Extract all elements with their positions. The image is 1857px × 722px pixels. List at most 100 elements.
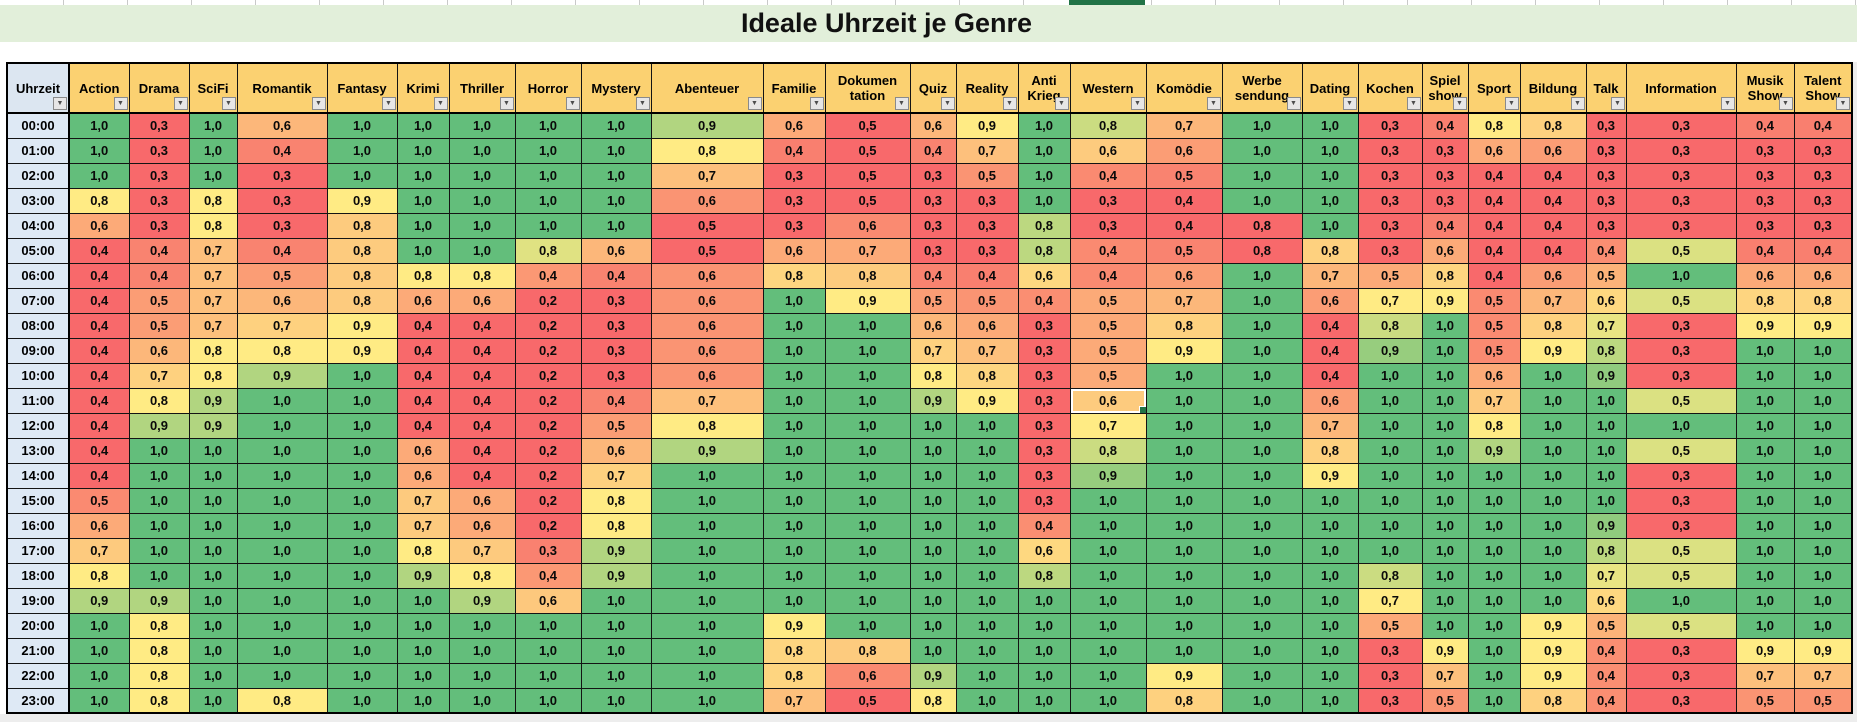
heatmap-cell[interactable]: 0,6	[650, 287, 764, 314]
heatmap-cell[interactable]: 0,4	[1585, 637, 1627, 664]
column-header-information[interactable]: Information ▼	[1625, 62, 1737, 114]
heatmap-cell[interactable]: 0,3	[1017, 437, 1071, 464]
heatmap-cell[interactable]: 1,0	[1421, 387, 1469, 414]
heatmap-cell[interactable]: 1,0	[909, 612, 957, 639]
heatmap-cell[interactable]: 0,6	[1467, 362, 1521, 389]
heatmap-cell[interactable]: 1,0	[1421, 412, 1469, 439]
heatmap-cell[interactable]: 0,6	[236, 112, 328, 139]
heatmap-cell[interactable]: 1,0	[1793, 462, 1853, 489]
column-header-mystery[interactable]: Mystery ▼	[580, 62, 652, 114]
heatmap-cell[interactable]: 0,4	[1017, 512, 1071, 539]
heatmap-cell[interactable]: 1,0	[326, 587, 398, 614]
filter-button[interactable]: ▼	[173, 97, 188, 110]
heatmap-cell[interactable]: 0,5	[909, 287, 957, 314]
heatmap-cell[interactable]: 1,0	[396, 137, 450, 164]
heatmap-cell[interactable]: 0,2	[514, 412, 582, 439]
heatmap-cell[interactable]: 1,0	[1221, 162, 1303, 189]
heatmap-cell[interactable]: 0,3	[762, 162, 826, 189]
filter-button[interactable]: ▼	[1452, 97, 1467, 110]
heatmap-cell[interactable]: 1,0	[1519, 387, 1587, 414]
heatmap-cell[interactable]: 0,9	[909, 662, 957, 689]
filter-button[interactable]: ▼	[1206, 97, 1221, 110]
heatmap-cell[interactable]: 1,0	[1069, 537, 1147, 564]
heatmap-cell[interactable]: 1,0	[128, 512, 190, 539]
heatmap-cell[interactable]: 1,0	[188, 562, 238, 589]
heatmap-cell[interactable]: 0,5	[1069, 362, 1147, 389]
heatmap-cell[interactable]: 1,0	[824, 587, 911, 614]
heatmap-cell[interactable]: 0,4	[580, 262, 652, 289]
heatmap-cell[interactable]: 1,0	[1145, 437, 1223, 464]
heatmap-cell[interactable]: 1,0	[326, 137, 398, 164]
column-header-talk[interactable]: Talk ▼	[1585, 62, 1627, 114]
heatmap-cell[interactable]: 1,0	[514, 662, 582, 689]
row-time-cell[interactable]: 00:00	[6, 112, 70, 139]
heatmap-cell[interactable]: 1,0	[1301, 637, 1359, 664]
heatmap-cell[interactable]: 1,0	[1735, 587, 1795, 614]
row-time-cell[interactable]: 09:00	[6, 337, 70, 364]
heatmap-cell[interactable]: 1,0	[824, 412, 911, 439]
heatmap-cell[interactable]: 0,9	[448, 587, 516, 614]
heatmap-cell[interactable]: 0,6	[909, 112, 957, 139]
heatmap-cell[interactable]: 1,0	[955, 512, 1019, 539]
filter-button[interactable]: ▼	[565, 97, 580, 110]
heatmap-cell[interactable]: 0,3	[1357, 237, 1423, 264]
heatmap-cell[interactable]: 1,0	[1467, 662, 1521, 689]
heatmap-cell[interactable]: 1,0	[824, 437, 911, 464]
heatmap-cell[interactable]: 0,6	[396, 462, 450, 489]
heatmap-cell[interactable]: 1,0	[1735, 512, 1795, 539]
filter-button[interactable]: ▼	[1286, 97, 1301, 110]
column-header-familie[interactable]: Familie ▼	[762, 62, 826, 114]
heatmap-cell[interactable]: 0,4	[68, 237, 130, 264]
heatmap-cell[interactable]: 0,4	[1421, 212, 1469, 239]
row-time-cell[interactable]: 18:00	[6, 562, 70, 589]
heatmap-cell[interactable]: 1,0	[1301, 537, 1359, 564]
heatmap-cell[interactable]: 1,0	[1357, 362, 1423, 389]
heatmap-cell[interactable]: 1,0	[514, 212, 582, 239]
row-time-cell[interactable]: 05:00	[6, 237, 70, 264]
heatmap-cell[interactable]: 1,0	[236, 537, 328, 564]
heatmap-cell[interactable]: 0,3	[1357, 112, 1423, 139]
column-header-drama[interactable]: Drama ▼	[128, 62, 190, 114]
filter-button[interactable]: ▼	[1504, 97, 1519, 110]
heatmap-cell[interactable]: 1,0	[326, 562, 398, 589]
heatmap-cell[interactable]: 0,8	[236, 687, 328, 714]
heatmap-cell[interactable]: 0,4	[1467, 212, 1521, 239]
column-header-dating[interactable]: Dating ▼	[1301, 62, 1359, 114]
heatmap-cell[interactable]: 0,7	[650, 387, 764, 414]
heatmap-cell[interactable]: 0,8	[1357, 312, 1423, 339]
heatmap-cell[interactable]: 0,3	[1585, 187, 1627, 214]
heatmap-cell[interactable]: 1,0	[1145, 412, 1223, 439]
heatmap-cell[interactable]: 1,0	[824, 362, 911, 389]
heatmap-cell[interactable]: 1,0	[326, 662, 398, 689]
heatmap-cell[interactable]: 0,6	[1301, 287, 1359, 314]
filter-button[interactable]: ▼	[894, 97, 909, 110]
heatmap-cell[interactable]: 1,0	[68, 662, 130, 689]
column-header-talent-show[interactable]: Talent Show ▼	[1793, 62, 1853, 114]
heatmap-cell[interactable]: 0,5	[1585, 612, 1627, 639]
heatmap-cell[interactable]: 0,9	[1519, 337, 1587, 364]
heatmap-cell[interactable]: 0,3	[1357, 137, 1423, 164]
heatmap-cell[interactable]: 0,4	[448, 312, 516, 339]
heatmap-cell[interactable]: 0,4	[1519, 187, 1587, 214]
heatmap-cell[interactable]: 1,0	[236, 387, 328, 414]
heatmap-cell[interactable]: 1,0	[1357, 537, 1423, 564]
heatmap-cell[interactable]: 1,0	[955, 487, 1019, 514]
heatmap-cell[interactable]: 0,8	[1145, 312, 1223, 339]
heatmap-cell[interactable]: 1,0	[580, 112, 652, 139]
heatmap-cell[interactable]: 1,0	[909, 487, 957, 514]
heatmap-cell[interactable]: 1,0	[650, 637, 764, 664]
heatmap-cell[interactable]: 1,0	[1221, 187, 1303, 214]
heatmap-cell[interactable]: 1,0	[1145, 637, 1223, 664]
heatmap-cell[interactable]: 1,0	[1467, 562, 1521, 589]
heatmap-cell[interactable]: 0,9	[68, 587, 130, 614]
heatmap-cell[interactable]: 1,0	[1421, 437, 1469, 464]
heatmap-cell[interactable]: 1,0	[650, 537, 764, 564]
heatmap-cell[interactable]: 0,6	[650, 262, 764, 289]
heatmap-cell[interactable]: 0,9	[1467, 437, 1521, 464]
heatmap-cell[interactable]: 1,0	[1519, 562, 1587, 589]
heatmap-cell[interactable]: 1,0	[1519, 462, 1587, 489]
heatmap-cell[interactable]: 1,0	[1735, 487, 1795, 514]
heatmap-cell[interactable]: 1,0	[1585, 412, 1627, 439]
column-header-spielshow[interactable]: Spiel show ▼	[1421, 62, 1469, 114]
heatmap-cell[interactable]: 0,3	[1625, 362, 1737, 389]
